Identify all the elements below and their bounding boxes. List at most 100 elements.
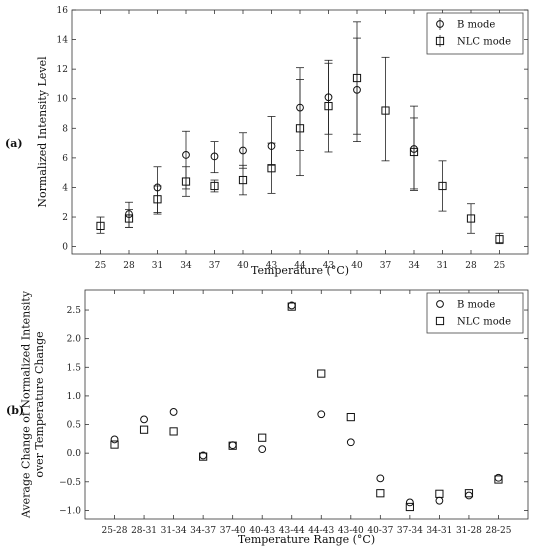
chart-panel-b: −1.0 −0.5 0.0 0.5 1.0 1.5 2.0 2.5 25-28 28-31 31-3… <box>6 289 529 546</box>
b-mode-point <box>405 498 414 507</box>
nlc-mode-point <box>464 489 474 498</box>
x-tick-label: 25-28 <box>102 526 128 536</box>
nlc-mode-point <box>267 164 276 173</box>
nlc-mode-point <box>110 440 119 449</box>
x-tick-label: 40 <box>351 261 363 271</box>
x-tick-label: 34 <box>408 261 420 271</box>
legend-box <box>426 292 524 334</box>
b-mode-point <box>228 441 237 450</box>
legend-square-marker <box>435 36 445 46</box>
x-tick-label: 43-44 <box>279 526 305 536</box>
nlc-mode-point <box>139 425 149 434</box>
y-tick-label: 6 <box>62 154 68 164</box>
nlc-mode-point <box>169 427 178 436</box>
y-tick-label: 2.0 <box>67 335 82 345</box>
panel-label: (b) <box>6 404 24 417</box>
x-tick-label: 40-37 <box>367 526 393 536</box>
nlc-mode-point <box>438 181 447 191</box>
panel-label: (a) <box>5 137 23 150</box>
nlc-mode-point <box>295 124 305 133</box>
y-tick-label: −0.5 <box>59 478 81 488</box>
nlc-mode-point <box>199 452 208 461</box>
legend-circle-marker <box>436 20 444 28</box>
x-tick-label: 28-31 <box>131 526 157 536</box>
y-tick-label: 0.5 <box>67 421 82 431</box>
nlc-mode-point <box>409 147 419 157</box>
nlc-mode-point <box>287 302 296 311</box>
nlc-mode-point <box>124 214 134 223</box>
y-tick-label: 4 <box>62 183 68 193</box>
b-mode-point <box>346 438 355 447</box>
x-tick-label: 34 <box>180 261 192 271</box>
x-tick-label: 40-43 <box>249 526 275 536</box>
b-mode-point <box>169 408 178 416</box>
x-tick-label: 31-34 <box>161 526 187 536</box>
y-tick-label: 2.5 <box>67 306 82 316</box>
chart-panel-a: 0 2 4 6 8 10 12 14 16 25 28 31 34 37 40 43 44 43 40 37 34 31 2… <box>5 6 529 277</box>
nlc-mode-point <box>495 235 504 244</box>
b-mode-point <box>267 142 276 150</box>
x-tick-label: 25 <box>95 261 107 271</box>
legend: B mode NLC mode <box>426 12 524 55</box>
nlc-mode-point <box>435 489 444 498</box>
b-mode-point <box>239 146 247 155</box>
nlc-mode-point <box>96 221 105 231</box>
y-tick-label: 0.0 <box>67 449 82 459</box>
b-mode-point <box>125 210 133 218</box>
b-mode-point <box>110 435 119 444</box>
x-tick-label: 37-40 <box>220 526 246 536</box>
legend-label: NLC mode <box>457 37 511 48</box>
nlc-mode-point <box>258 433 267 442</box>
b-mode-point <box>258 445 267 454</box>
x-axis-label: Temperature (°C) <box>251 264 349 277</box>
b-mode-point <box>376 474 385 483</box>
y-tick-label: 8 <box>62 124 68 134</box>
x-tick-label: 28 <box>465 261 477 271</box>
x-tick-label: 31 <box>152 261 163 271</box>
nlc-mode-point <box>210 181 219 191</box>
y-tick-label: 2 <box>62 213 68 223</box>
b-mode-point <box>182 151 190 159</box>
nlc-mode-point <box>228 441 237 450</box>
x-tick-label: 37 <box>209 261 221 271</box>
x-tick-label: 37 <box>380 261 392 271</box>
x-tick-label: 43 <box>323 261 335 271</box>
y-tick-label: 1.5 <box>67 363 82 373</box>
nlc-mode-point <box>352 73 362 83</box>
b-mode-point <box>465 491 473 500</box>
b-mode-point <box>153 183 162 192</box>
x-axis-label: Temperature Range (°C) <box>238 533 375 546</box>
y-tick-label: 0 <box>62 243 68 253</box>
y-tick-label: 1.0 <box>67 392 82 402</box>
x-tick-label: 37-34 <box>397 526 423 536</box>
b-mode-point <box>210 152 219 161</box>
x-tick-label: 43-40 <box>338 526 364 536</box>
legend-square-marker <box>435 316 445 326</box>
legend: B mode NLC mode <box>426 292 524 334</box>
y-axis-label-line: over Temperature Change <box>33 331 46 477</box>
legend-box <box>426 12 524 55</box>
nlc-mode-point <box>238 175 248 185</box>
nlc-mode-point <box>405 502 414 512</box>
x-tick-label: 44 <box>294 261 306 271</box>
legend-label: NLC mode <box>457 317 511 328</box>
b-mode-point <box>296 103 304 112</box>
y-tick-label: 12 <box>57 65 68 75</box>
nlc-mode-point <box>346 412 355 422</box>
nlc-mode-point <box>376 489 385 498</box>
y-axis-label-line: Average Change of Normalized Intensity <box>20 290 33 519</box>
x-tick-label: 34-31 <box>426 526 452 536</box>
legend-circle-marker <box>436 300 444 308</box>
x-tick-label: 28 <box>123 261 135 271</box>
b-mode-point <box>140 415 148 424</box>
b-mode-point <box>435 496 444 505</box>
legend-label: B mode <box>457 20 495 31</box>
x-tick-label: 34-37 <box>190 526 216 536</box>
nlc-mode-point <box>324 102 333 111</box>
y-tick-label: 14 <box>57 36 69 46</box>
x-tick-label: 40 <box>237 261 249 271</box>
y-tick-label: 16 <box>57 6 69 16</box>
nlc-mode-point <box>381 106 390 115</box>
plot-frame <box>84 289 529 520</box>
nlc-mode-point <box>466 214 476 223</box>
